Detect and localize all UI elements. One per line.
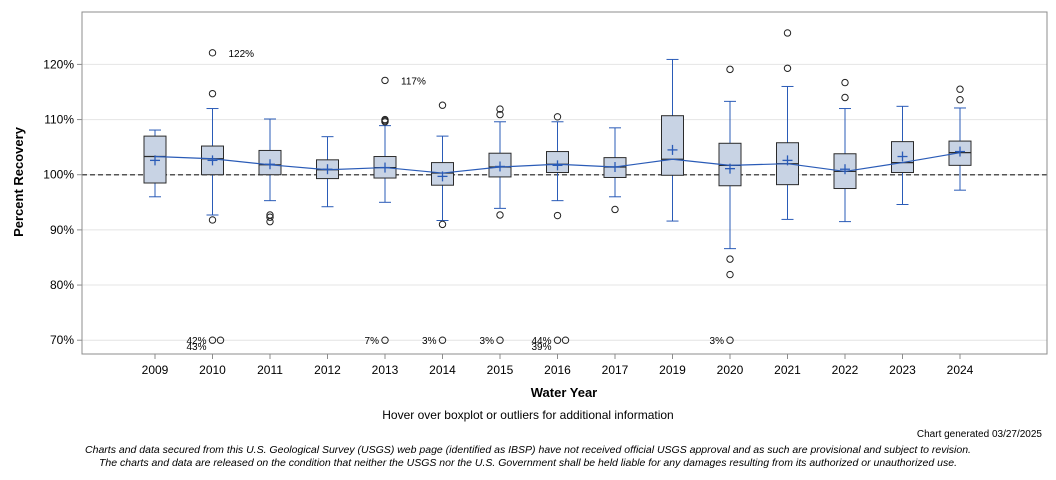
y-tick-label: 110% (44, 113, 74, 127)
outlier-point[interactable] (496, 105, 504, 113)
boxplot-2009[interactable] (143, 129, 167, 198)
x-axis-title: Water Year (531, 385, 598, 400)
outlier-point[interactable] (438, 220, 447, 229)
boxplot-2015[interactable] (488, 121, 512, 209)
x-tick-label: 2014 (429, 363, 456, 377)
x-tick-label: 2021 (774, 363, 801, 377)
offscale-outlier[interactable] (208, 336, 217, 344)
boxplot-2016[interactable] (546, 121, 569, 202)
outlier-point[interactable] (496, 211, 504, 219)
median-trend-line (154, 152, 961, 174)
outlier-point[interactable] (783, 64, 792, 72)
outlier-point[interactable] (496, 110, 504, 119)
x-tick-label: 2017 (602, 363, 629, 377)
boxplot-2017[interactable] (603, 127, 627, 198)
outlier-point[interactable] (553, 211, 562, 220)
offscale-outlier[interactable] (381, 336, 389, 344)
boxplot-2014[interactable] (431, 135, 454, 222)
boxplot-2023[interactable] (891, 105, 914, 206)
disclaimer-line-1: Charts and data secured from this U.S. G… (85, 444, 971, 456)
offscale-label: 39% (531, 342, 551, 353)
outlier-point[interactable] (553, 113, 562, 121)
boxplot-2024[interactable] (948, 107, 972, 191)
boxplot-2022[interactable] (833, 108, 857, 223)
outlier-point[interactable] (841, 78, 849, 87)
outlier-point[interactable] (783, 29, 792, 37)
outlier-point[interactable] (611, 205, 619, 214)
disclaimer: Charts and data secured from this U.S. G… (0, 444, 1056, 470)
offscale-outlier[interactable] (496, 336, 504, 344)
outlier-point[interactable] (726, 65, 734, 74)
outlier-point[interactable] (381, 76, 389, 85)
offscale-label: 42% (186, 336, 206, 347)
outlier-annotation: 122% (229, 49, 255, 60)
x-tick-label: 2020 (717, 363, 744, 377)
outlier-point[interactable] (841, 93, 849, 102)
x-tick-label: 2023 (889, 363, 916, 377)
disclaimer-line-2: The charts and data are released on the … (99, 457, 957, 469)
offscale-label: 43% (186, 342, 206, 353)
boxplot-2019[interactable] (661, 58, 684, 222)
x-tick-label: 2010 (199, 363, 226, 377)
outlier-point[interactable] (726, 255, 734, 263)
outlier-point[interactable] (208, 49, 217, 57)
boxplot-2020[interactable] (718, 100, 742, 250)
offscale-label: 3% (710, 336, 725, 347)
outlier-point[interactable] (956, 85, 964, 93)
x-tick-label: 2011 (257, 363, 283, 377)
outlier-point[interactable] (956, 96, 964, 104)
outlier-annotation: 117% (401, 76, 426, 87)
outliers[interactable]: 42%43% 7% 3% 3% 44%39% 3% 122% 117% (186, 29, 964, 353)
y-tick-label: 90% (50, 223, 74, 237)
offscale-label: 3% (480, 336, 495, 347)
x-tick-label: 2022 (832, 363, 859, 377)
outlier-point[interactable] (381, 115, 389, 124)
offscale-outlier[interactable] (553, 336, 562, 344)
hover-note: Hover over boxplot or outliers for addit… (382, 408, 674, 422)
x-tick-label: 2016 (544, 363, 571, 377)
plot-frame (81, 11, 1048, 355)
offscale-label: 3% (422, 336, 437, 347)
boxplot-chart: 42%43% 7% 3% 3% 44%39% 3% 122% 117% 70% 80% 90% 10… (11, 11, 1048, 400)
y-tick-label: 100% (43, 168, 74, 182)
x-tick-label: 2009 (142, 363, 169, 377)
axes: 70% 80% 90% 100% 110% 120% 2009 2010 2011 2012 201… (43, 11, 1048, 377)
y-tick-label: 70% (50, 333, 74, 347)
boxplot-2021[interactable] (776, 85, 799, 220)
x-tick-label: 2013 (372, 363, 399, 377)
boxplot-2013[interactable] (373, 125, 397, 203)
x-tick-label: 2024 (947, 363, 974, 377)
offscale-label: 7% (365, 336, 380, 347)
outlier-point[interactable] (208, 89, 217, 98)
outlier-point[interactable] (726, 270, 734, 279)
y-axis-title: Percent Recovery (11, 126, 26, 237)
boxplot-2011[interactable] (258, 118, 282, 202)
chart-generated-date: Chart generated 03/27/2025 (916, 429, 1042, 440)
x-tick-label: 2015 (487, 363, 514, 377)
boxplots[interactable] (143, 58, 972, 250)
offscale-outlier[interactable] (216, 336, 225, 344)
boxplot-2012[interactable] (316, 136, 339, 208)
y-tick-label: 80% (50, 278, 74, 292)
x-tick-label: 2019 (659, 363, 686, 377)
offscale-outlier[interactable] (561, 336, 570, 344)
outlier-point[interactable] (208, 216, 217, 224)
outlier-point[interactable] (266, 213, 274, 221)
mean-trend (154, 152, 961, 174)
outlier-point[interactable] (438, 101, 447, 109)
y-tick-label: 120% (43, 57, 74, 71)
outlier-point[interactable] (266, 211, 274, 219)
x-tick-label: 2012 (314, 363, 341, 377)
offscale-outlier[interactable] (438, 336, 447, 344)
offscale-outlier[interactable] (726, 336, 734, 344)
offscale-label: 44% (531, 336, 551, 347)
boxplot-2010[interactable] (201, 108, 224, 216)
